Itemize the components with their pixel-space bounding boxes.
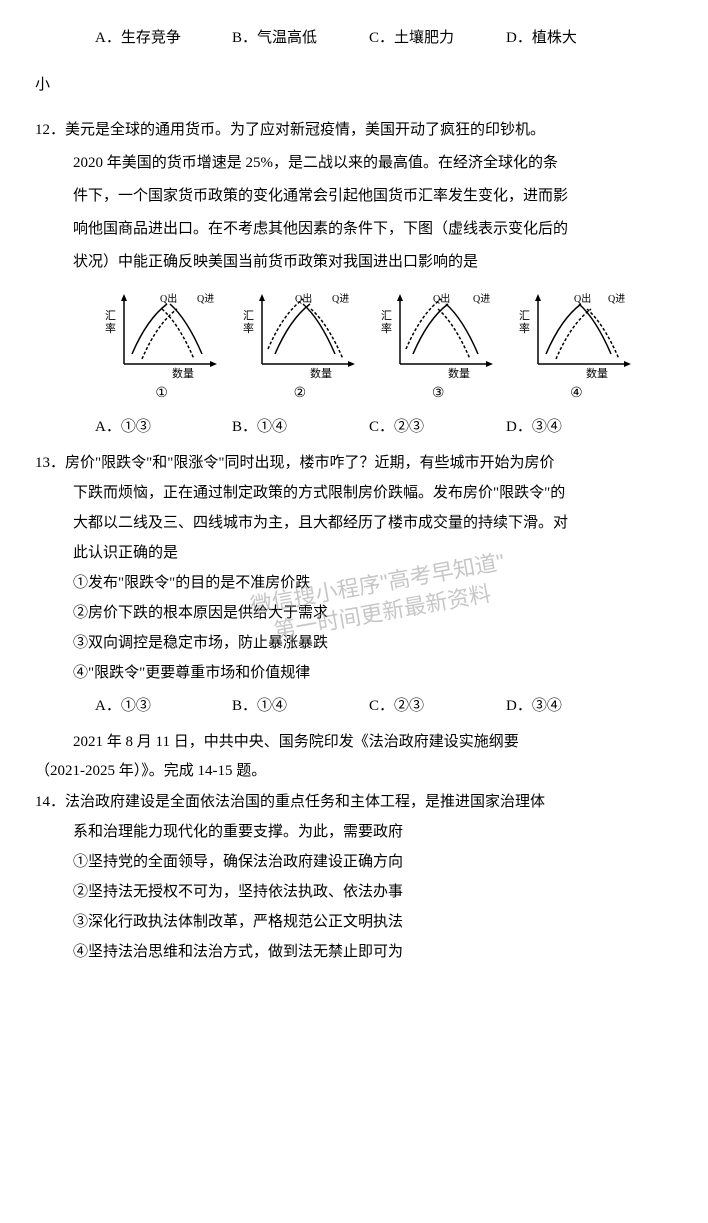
q13-item-4: ④"限跌令"更要尊重市场和价值规律: [35, 658, 673, 688]
q13-option-a: A．①③: [95, 693, 232, 720]
q12-option-c: C．②③: [369, 414, 506, 441]
y-label: 汇: [105, 309, 116, 322]
context-14-15: 2021 年 8 月 11 日，中共中央、国务院印发《法治政府建设实施纲要 （2…: [35, 728, 673, 785]
q13-num: 13．: [35, 455, 65, 471]
q13-line2: 下跌而烦恼，正在通过制定政策的方式限制房价跌幅。发布房价"限跌令"的: [35, 478, 673, 508]
q14-num: 14．: [35, 794, 65, 810]
q13-option-b: B．①④: [232, 693, 369, 720]
q11-option-c: C．土壤肥力: [369, 25, 506, 52]
q12-line5: 状况）中能正确反映美国当前货币政策对我国进出口影响的是: [35, 246, 673, 279]
chart-3: 汇 率 数量 Q出 Q进 ③: [378, 289, 498, 406]
q13-options: A．①③ B．①④ C．②③ D．③④: [35, 688, 673, 725]
question-13: 13．房价"限跌令"和"限涨令"同时出现，楼市咋了？近期，有些城市开始为房价 下…: [35, 448, 673, 725]
q12-line2: 2020 年美国的货币增速是 25%，是二战以来的最高值。在经济全球化的条: [35, 147, 673, 180]
svg-text:数量: 数量: [586, 367, 608, 379]
chart-3-num: ③: [432, 381, 445, 406]
svg-text:Q出: Q出: [433, 292, 450, 305]
q11-option-a: A．生存竞争: [95, 25, 232, 52]
q12-num: 12．: [35, 122, 65, 138]
q13-option-c: C．②③: [369, 693, 506, 720]
context-line2: （2021-2025 年）》。完成 14-15 题。: [35, 757, 673, 786]
q14-line2: 系和治理能力现代化的重要支撑。为此，需要政府: [35, 817, 673, 847]
q13-item-1: ①发布"限跌令"的目的是不准房价跌: [35, 568, 673, 598]
q12-option-a: A．①③: [95, 414, 232, 441]
q12-line1: 美元是全球的通用货币。为了应对新冠疫情，美国开动了疯狂的印钞机。: [65, 122, 545, 138]
x-label: 数量: [172, 367, 194, 379]
q13-line3: 大都以二线及三、四线城市为主，且大都经历了楼市成交量的持续下滑。对: [35, 508, 673, 538]
q14-item-3: ③深化行政执法体制改革，严格规范公正文明执法: [35, 907, 673, 937]
chart-2-num: ②: [294, 381, 307, 406]
svg-text:Q进: Q进: [197, 293, 214, 305]
svg-text:Q出: Q出: [574, 292, 591, 305]
q13-line4: 此认识正确的是: [35, 538, 673, 568]
svg-text:Q出: Q出: [295, 292, 312, 305]
svg-text:Q进: Q进: [473, 293, 490, 305]
svg-text:汇: 汇: [381, 309, 392, 322]
q13-line1: 房价"限跌令"和"限涨令"同时出现，楼市咋了？近期，有些城市开始为房价: [65, 455, 555, 471]
svg-text:率: 率: [243, 321, 254, 335]
charts-container: 汇 率 数量 Q出 Q进 ① 汇 率 数量: [35, 279, 673, 406]
svg-text:Q出: Q出: [160, 292, 177, 305]
q13-item-2: ②房价下跌的根本原因是供给大于需求: [35, 598, 673, 628]
svg-text:汇: 汇: [243, 309, 254, 322]
q13-item-3: ③双向调控是稳定市场，防止暴涨暴跌: [35, 628, 673, 658]
q14-line1: 法治政府建设是全面依法治国的重点任务和主体工程，是推进国家治理体: [65, 794, 545, 810]
chart-4-svg: 汇 率 数量 Q出 Q进: [516, 289, 636, 379]
svg-text:Q进: Q进: [332, 293, 349, 305]
chart-2-svg: 汇 率 数量 Q出 Q进: [240, 289, 360, 379]
chart-3-svg: 汇 率 数量 Q出 Q进: [378, 289, 498, 379]
svg-text:Q进: Q进: [608, 293, 625, 305]
q14-item-2: ②坚持法无授权不可为，坚持依法执政、依法办事: [35, 877, 673, 907]
q12-option-d: D．③④: [506, 414, 643, 441]
q11-dangling: 小: [35, 72, 673, 99]
question-14: 14．法治政府建设是全面依法治国的重点任务和主体工程，是推进国家治理体 系和治理…: [35, 787, 673, 967]
q12-options: A．①③ B．①④ C．②③ D．③④: [35, 406, 673, 446]
q12-line4: 响他国商品进出口。在不考虑其他因素的条件下，下图（虚线表示变化后的: [35, 213, 673, 246]
chart-1: 汇 率 数量 Q出 Q进 ①: [102, 289, 222, 406]
svg-text:率: 率: [381, 321, 392, 335]
svg-text:率: 率: [519, 321, 530, 335]
question-12: 12．美元是全球的通用货币。为了应对新冠疫情，美国开动了疯狂的印钞机。 2020…: [35, 114, 673, 446]
q11-option-b: B．气温高低: [232, 25, 369, 52]
svg-text:数量: 数量: [448, 367, 470, 379]
q12-option-b: B．①④: [232, 414, 369, 441]
q12-stem: 12．美元是全球的通用货币。为了应对新冠疫情，美国开动了疯狂的印钞机。: [35, 114, 673, 147]
q13-stem: 13．房价"限跌令"和"限涨令"同时出现，楼市咋了？近期，有些城市开始为房价: [35, 448, 673, 478]
svg-text:数量: 数量: [310, 367, 332, 379]
svg-text:率: 率: [105, 321, 116, 335]
q12-line3: 件下，一个国家货币政策的变化通常会引起他国货币汇率发生变化，进而影: [35, 180, 673, 213]
q14-item-1: ①坚持党的全面领导，确保法治政府建设正确方向: [35, 847, 673, 877]
chart-4-num: ④: [570, 381, 583, 406]
context-line1: 2021 年 8 月 11 日，中共中央、国务院印发《法治政府建设实施纲要: [73, 728, 673, 757]
q14-item-4: ④坚持法治思维和法治方式，做到法无禁止即可为: [35, 937, 673, 967]
svg-text:汇: 汇: [519, 309, 530, 322]
q14-stem: 14．法治政府建设是全面依法治国的重点任务和主体工程，是推进国家治理体: [35, 787, 673, 817]
q11-options: A．生存竞争 B．气温高低 C．土壤肥力 D．植株大: [35, 20, 673, 57]
q11-option-d: D．植株大: [506, 25, 643, 52]
chart-1-num: ①: [155, 381, 168, 406]
q13-option-d: D．③④: [506, 693, 643, 720]
chart-1-svg: 汇 率 数量 Q出 Q进: [102, 289, 222, 379]
chart-2: 汇 率 数量 Q出 Q进 ②: [240, 289, 360, 406]
chart-4: 汇 率 数量 Q出 Q进 ④: [516, 289, 636, 406]
